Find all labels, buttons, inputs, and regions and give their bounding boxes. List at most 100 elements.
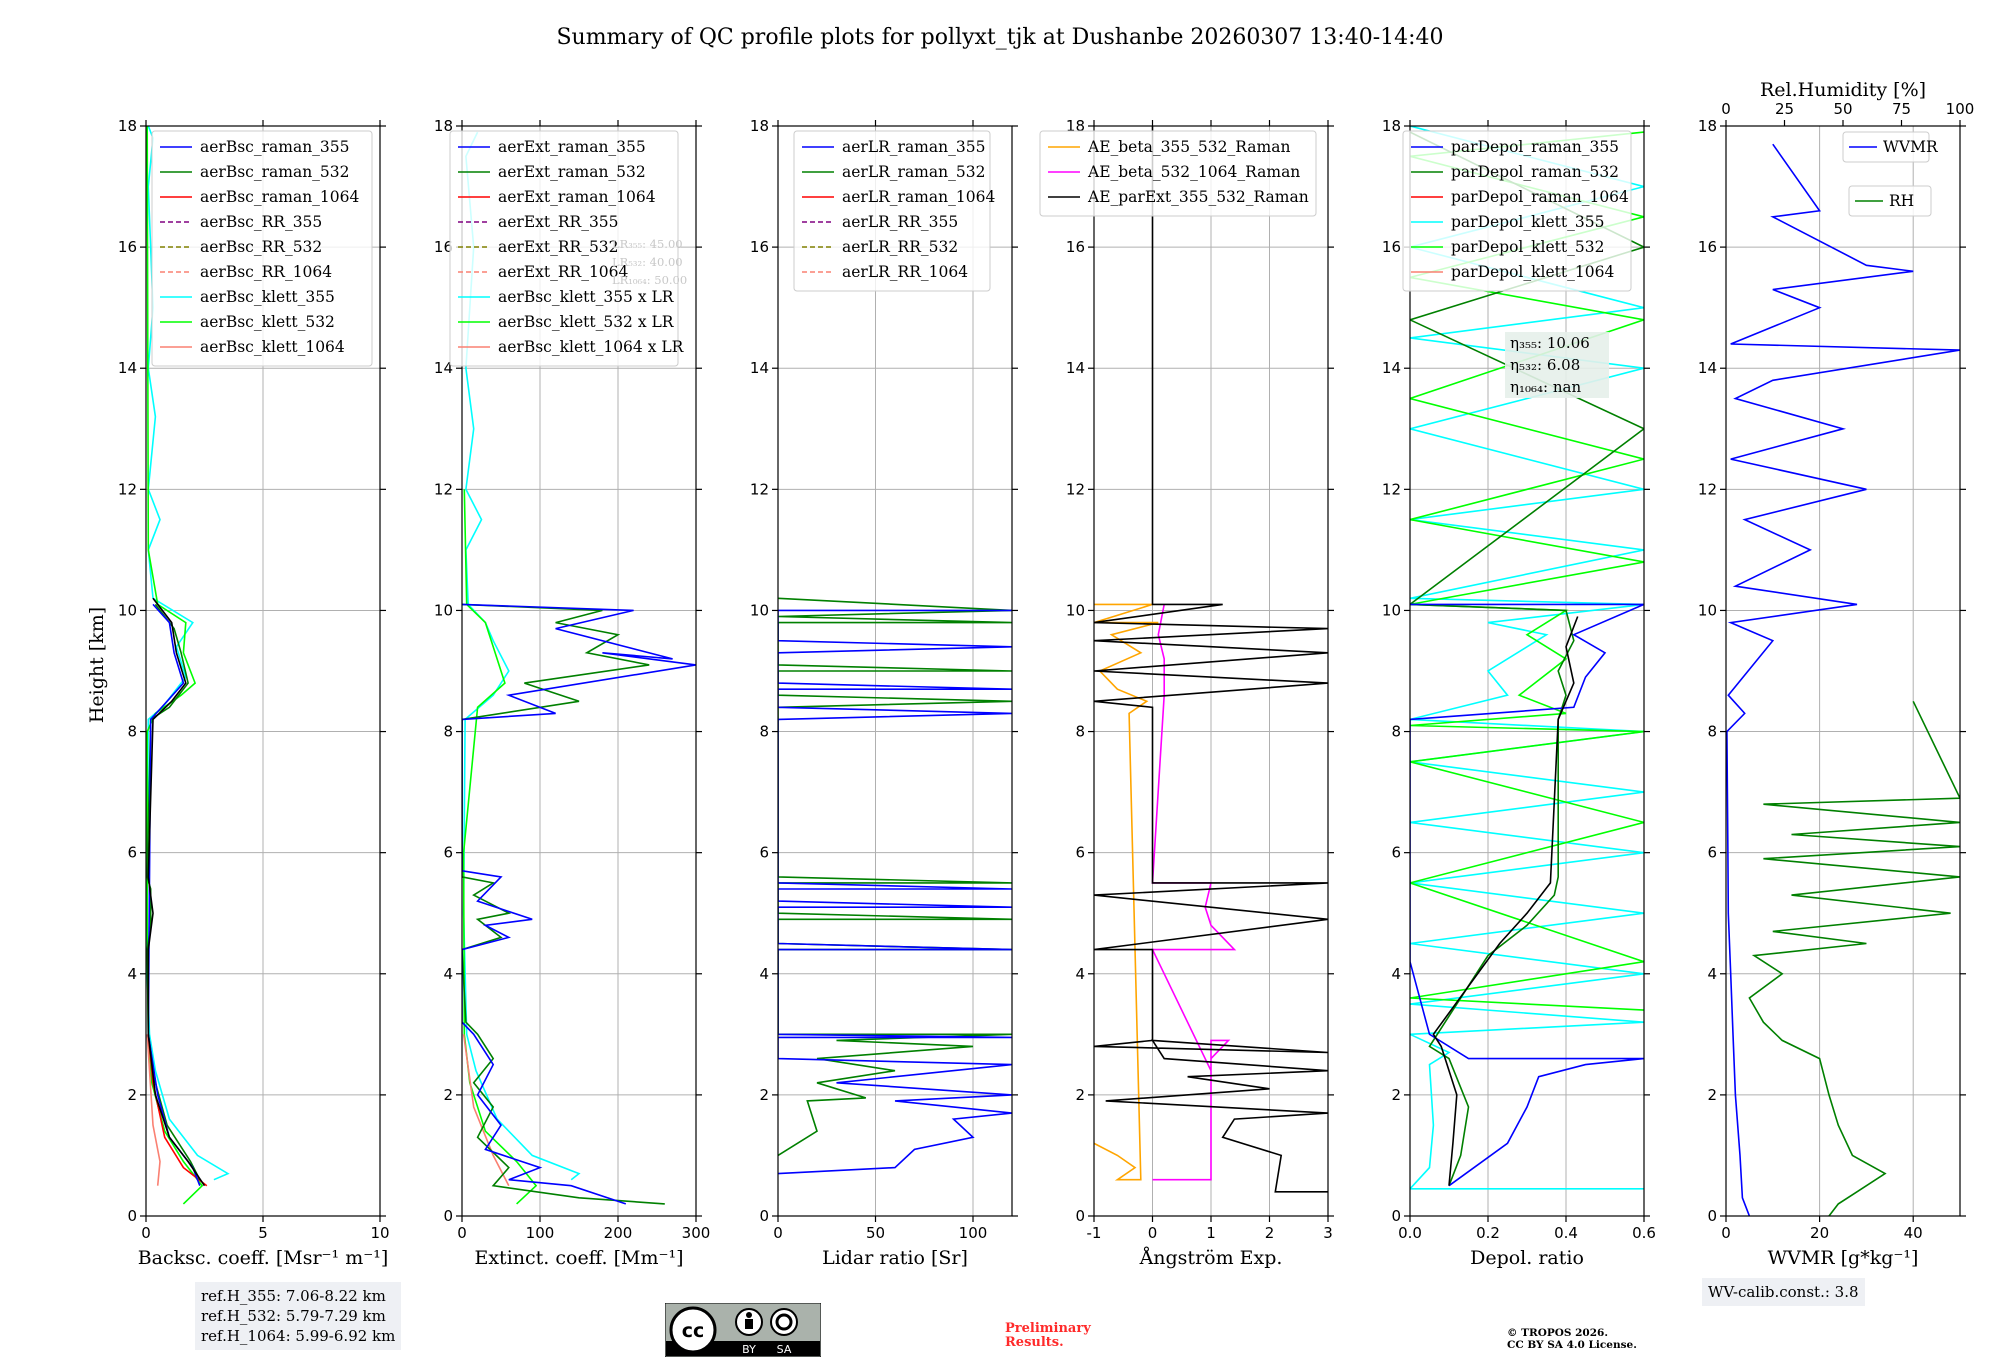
- x-tick-label: 0: [1721, 1224, 1731, 1242]
- preliminary-results-note: Preliminary Results.: [1005, 1322, 1091, 1350]
- legend-label: aerExt_RR_532: [498, 238, 619, 256]
- y-tick-label: 14: [1382, 359, 1401, 377]
- lr-note: LR₅₃₂: 40.00: [612, 255, 683, 269]
- y-tick-label: 18: [1698, 117, 1717, 135]
- legend-bsc: aerBsc_raman_355 aerBsc_raman_532 aerBsc_r…: [151, 130, 373, 367]
- y-tick-label: 16: [750, 238, 769, 256]
- x-axis-label: Depol. ratio: [1470, 1247, 1584, 1269]
- y-tick-label: 16: [1698, 238, 1717, 256]
- y-tick-label: 0: [1391, 1207, 1401, 1225]
- legend-label: aerLR_RR_532: [842, 238, 958, 256]
- x-tick-label: 0.0: [1398, 1224, 1422, 1242]
- legend-label: aerBsc_RR_355: [200, 213, 322, 231]
- eta-note: η₅₃₂: 6.08: [1510, 356, 1580, 374]
- axes-frame: [777, 125, 1013, 1217]
- cc-sa-label: SA: [777, 1343, 792, 1356]
- y-tick-label: 16: [118, 238, 137, 256]
- y-tick-label: 8: [127, 723, 137, 741]
- x-tick-label: 0: [457, 1224, 467, 1242]
- y-tick-label: 2: [1707, 1086, 1717, 1104]
- y-tick-label: 4: [1707, 965, 1717, 983]
- series-lr_raman_355: [778, 609, 1012, 1175]
- panel-ext: 0 100 200 300 0 2 4 6 8 10 12 14 16 18 Extinct. coeff.…: [434, 117, 710, 1269]
- top-tick-label: 0: [1721, 100, 1731, 118]
- legend-label: aerExt_raman_532: [498, 163, 646, 181]
- x-tick-label: 10: [370, 1224, 389, 1242]
- top-tick-label: 25: [1775, 100, 1794, 118]
- y-tick-label: 10: [434, 601, 453, 619]
- tropos-license-note: © TROPOS 2026. CC BY SA 4.0 License.: [1507, 1327, 1637, 1351]
- legend-label: aerLR_raman_355: [842, 138, 985, 156]
- ref-h-355: ref.H_355: 7.06-8.22 km: [201, 1287, 386, 1305]
- y-tick-label: 0: [759, 1207, 769, 1225]
- y-tick-label: 16: [1066, 238, 1085, 256]
- y-tick-label: 4: [443, 965, 453, 983]
- legend-label: parDepol_klett_1064: [1451, 263, 1614, 281]
- axes-frame: [1409, 125, 1645, 1217]
- top-axis-label: Rel.Humidity [%]: [1760, 79, 1926, 101]
- series-rh: [1748, 700, 1960, 1216]
- x-tick-label: 20: [1810, 1224, 1829, 1242]
- series-wvmr: [1726, 143, 1960, 1216]
- y-tick-label: 14: [434, 359, 453, 377]
- legend-label: WVMR: [1883, 138, 1939, 156]
- series-dep_black: [1432, 616, 1579, 1186]
- legend-label: aerBsc_klett_1064: [200, 338, 345, 356]
- x-tick-label: 100: [959, 1224, 988, 1242]
- y-tick-label: 4: [127, 965, 137, 983]
- x-tick-label: 2: [1265, 1224, 1275, 1242]
- x-axis-label: Lidar ratio [Sr]: [822, 1247, 968, 1269]
- y-tick-label: 16: [434, 238, 453, 256]
- series-ae_532_1064: [1151, 604, 1237, 1181]
- series-dep_klett_532: [1410, 131, 1644, 1011]
- x-tick-label: 0.2: [1476, 1224, 1500, 1242]
- tropos-line-1: © TROPOS 2026.: [1507, 1327, 1609, 1339]
- y-tick-label: 8: [443, 723, 453, 741]
- x-axis-label: WVMR [g*kg⁻¹]: [1768, 1247, 1919, 1269]
- y-tick-label: 10: [118, 601, 137, 619]
- x-tick-label: 3: [1323, 1224, 1333, 1242]
- cc-by-label: BY: [742, 1343, 756, 1356]
- y-tick-label: 12: [434, 480, 453, 498]
- x-tick-label: 0.6: [1632, 1224, 1656, 1242]
- x-tick-label: 50: [866, 1224, 885, 1242]
- legend-label: aerLR_raman_1064: [842, 188, 995, 206]
- y-tick-label: 0: [127, 1207, 137, 1225]
- x-tick-label: 40: [1904, 1224, 1923, 1242]
- y-tick-label: 4: [1075, 965, 1085, 983]
- y-tick-label: 18: [118, 117, 137, 135]
- y-tick-label: 10: [1698, 601, 1717, 619]
- x-tick-label: 200: [604, 1224, 633, 1242]
- y-tick-label: 2: [443, 1086, 453, 1104]
- legend-label: AE_parExt_355_532_Raman: [1087, 188, 1309, 206]
- series-aerBsc_raman_1064: [147, 1034, 208, 1187]
- y-tick-label: 0: [1075, 1207, 1085, 1225]
- panel-lr: 0 50 100 0 2 4 6 8 10 12 14 16 18 Lidar ratio [Sr] aer…: [750, 117, 1018, 1269]
- x-tick-label: 300: [682, 1224, 711, 1242]
- y-tick-label: 6: [127, 844, 137, 862]
- x-tick-label: 5: [258, 1224, 268, 1242]
- legend-label: aerExt_raman_355: [498, 138, 646, 156]
- y-tick-label: 10: [1382, 601, 1401, 619]
- legend-label: aerBsc_raman_355: [200, 138, 350, 156]
- y-tick-label: 8: [759, 723, 769, 741]
- series-ext_raman_355: [462, 603, 696, 1205]
- x-tick-label: -1: [1087, 1224, 1102, 1242]
- panel-wv: 0 20 40 0 2 4 6 8 10 12 14 16 18 WVMR [g*kg⁻¹] 0 25 50 75…: [1698, 79, 1974, 1269]
- y-axis-label: Height [km]: [86, 607, 108, 723]
- series-lr_raman_532: [778, 597, 1012, 1157]
- axes-frame: [461, 125, 697, 1217]
- y-tick-label: 2: [759, 1086, 769, 1104]
- y-tick-label: 18: [1382, 117, 1401, 135]
- legend-ext: aerExt_raman_355 aerExt_raman_532 aerExt_r…: [449, 130, 685, 367]
- legend-rh: RH: [1848, 185, 1932, 217]
- axes-frame: [1725, 125, 1961, 1217]
- reference-height-note: ref.H_355: 7.06-8.22 km ref.H_532: 5.79-…: [195, 1282, 402, 1350]
- legend-label: aerLR_RR_1064: [842, 263, 968, 281]
- ref-h-1064: ref.H_1064: 5.99-6.92 km: [201, 1327, 396, 1345]
- y-tick-label: 8: [1075, 723, 1085, 741]
- figure-title: Summary of QC profile plots for pollyxt_…: [556, 25, 1443, 50]
- legend-label: aerBsc_RR_1064: [200, 263, 332, 281]
- legend-label: aerBsc_raman_532: [200, 163, 350, 181]
